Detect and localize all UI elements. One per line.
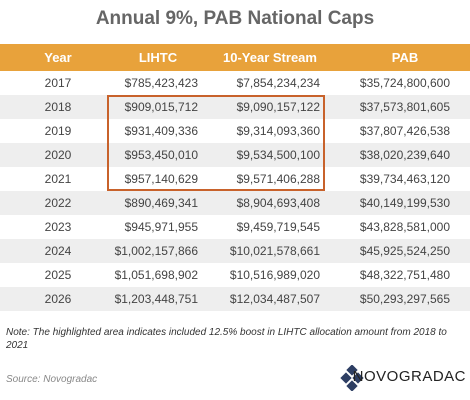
value-cell: $1,203,448,751 [114, 292, 198, 306]
year-cell: 2019 [44, 124, 72, 138]
value-cell: $9,571,406,288 [236, 172, 320, 186]
value-cell: $945,971,955 [124, 220, 198, 234]
value-cell: $8,904,693,408 [236, 196, 320, 210]
value-cell: $37,807,426,538 [359, 124, 450, 138]
table-row: 2017 $785,423,423 $7,854,234,234 $35,724,80… [0, 71, 470, 95]
table-row: 2024 $1,002,157,866 $10,021,578,661 $45,925… [0, 239, 470, 263]
table-row: 2026 $1,203,448,751 $12,034,487,507 $50,293… [0, 287, 470, 311]
value-cell: $7,854,234,234 [236, 76, 320, 90]
table-row: 2018 $909,015,712 $9,090,157,122 $37,573,80… [0, 95, 470, 119]
title: Annual 9%, PAB National Caps [95, 8, 375, 29]
value-cell: $40,149,199,530 [359, 196, 450, 210]
table-row: 2023 $945,971,955 $9,459,719,545 $43,828,58… [0, 215, 470, 239]
value-cell: $1,002,157,866 [114, 244, 198, 258]
value-cell: $931,409,336 [124, 124, 198, 138]
value-cell: $45,925,524,250 [359, 244, 450, 258]
year-cell: 2023 [44, 220, 72, 234]
value-cell: $890,469,341 [124, 196, 198, 210]
value-cell: $1,051,698,902 [114, 268, 198, 282]
value-cell: $9,534,500,100 [236, 148, 320, 162]
header-cell: PAB [391, 50, 419, 65]
value-cell: $43,828,581,000 [359, 220, 450, 234]
value-cell: $50,293,297,565 [359, 292, 450, 306]
value-cell: $9,314,093,360 [236, 124, 320, 138]
value-cell: $957,140,629 [124, 172, 198, 186]
value-cell: $38,020,239,640 [359, 148, 450, 162]
logo-icon [340, 365, 364, 391]
value-cell: $35,724,800,600 [359, 76, 450, 90]
table: Year LIHTC 10-Year Stream PAB 2017 $785,423,4… [0, 44, 470, 311]
header-cell: Year [44, 50, 72, 65]
value-cell: $10,021,578,661 [229, 244, 320, 258]
year-cell: 2022 [44, 196, 72, 210]
year-cell: 2021 [44, 172, 72, 186]
year-cell: 2025 [44, 268, 72, 282]
table-row: 2021 $957,140,629 $9,571,406,288 $39,734,46… [0, 167, 470, 191]
table-row: 2020 $953,450,010 $9,534,500,100 $38,020,23… [0, 143, 470, 167]
value-cell: $48,322,751,480 [359, 268, 450, 282]
year-cell: 2018 [44, 100, 72, 114]
value-cell: $39,734,463,120 [359, 172, 450, 186]
value-cell: $9,090,157,122 [236, 100, 320, 114]
year-cell: 2017 [44, 76, 72, 90]
year-cell: 2024 [44, 244, 72, 258]
table-row: 2025 $1,051,698,902 $10,516,989,020 $48,322… [0, 263, 470, 287]
value-cell: $785,423,423 [124, 76, 198, 90]
year-cell: 2026 [44, 292, 72, 306]
header-cell: LIHTC [138, 50, 178, 65]
year-cell: 2020 [44, 148, 72, 162]
value-cell: $909,015,712 [124, 100, 198, 114]
value-cell: $37,573,801,605 [359, 100, 450, 114]
header-cell: 10-Year Stream [223, 50, 317, 65]
value-cell: $12,034,487,507 [229, 292, 320, 306]
value-cell: $9,459,719,545 [236, 220, 320, 234]
table-row: 2022 $890,469,341 $8,904,693,408 $40,149,19… [0, 191, 470, 215]
note: Note: The highlighted area indicates inc… [6, 327, 447, 351]
value-cell: $10,516,989,020 [229, 268, 320, 282]
logo-text: NOVOGRADAC [352, 368, 466, 385]
value-cell: $953,450,010 [124, 148, 198, 162]
table-row: 2019 $931,409,336 $9,314,093,360 $37,807,42… [0, 119, 470, 143]
source: Source: Novogradac [6, 374, 98, 385]
header-row: Year LIHTC 10-Year Stream PAB [0, 44, 470, 71]
highlight-box [107, 95, 325, 191]
